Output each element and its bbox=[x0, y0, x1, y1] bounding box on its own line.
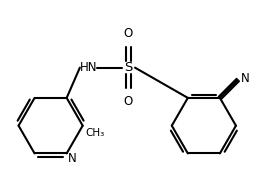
Text: O: O bbox=[124, 95, 133, 108]
Text: CH₃: CH₃ bbox=[85, 128, 104, 138]
Text: O: O bbox=[124, 27, 133, 40]
Text: N: N bbox=[67, 152, 76, 165]
Text: HN: HN bbox=[80, 61, 97, 74]
Text: S: S bbox=[124, 61, 133, 74]
Text: N: N bbox=[241, 72, 250, 85]
